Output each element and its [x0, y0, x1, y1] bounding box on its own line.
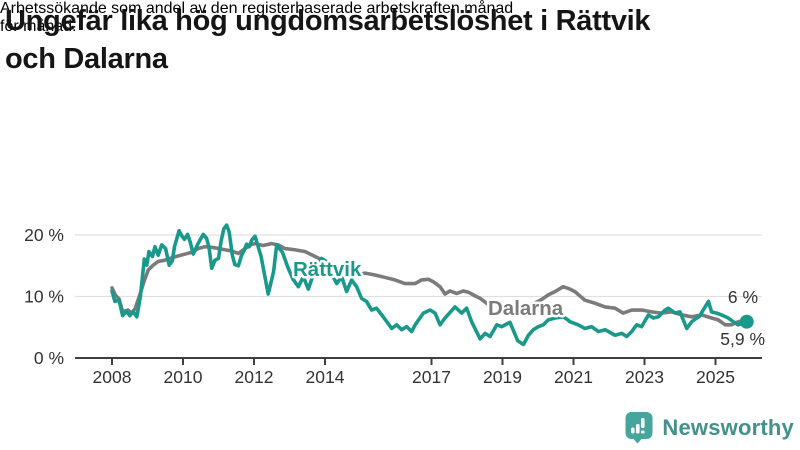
y-tick-label: 0 % [34, 348, 64, 368]
series-label-dalarna: Dalarna [488, 297, 564, 320]
y-tick-label: 20 % [24, 225, 64, 245]
x-tick-label: 2012 [235, 367, 274, 387]
series-label-rättvik: Rättvik [293, 258, 362, 281]
newsworthy-logo-text: Newsworthy [662, 414, 794, 440]
x-tick-label: 2023 [625, 367, 664, 387]
x-tick-label: 2017 [412, 367, 451, 387]
title-line-1: Ungefär lika hög ungdomsarbetslöshet i R… [5, 5, 651, 37]
end-value-label-rättvik: 5,9 % [720, 329, 765, 349]
series-end-dot-rättvik [739, 314, 754, 329]
series-line-dalarna [110, 241, 747, 327]
y-tick-label: 10 % [24, 287, 64, 307]
title-line-2: och Dalarna [5, 43, 168, 75]
newsworthy-logo-icon [624, 411, 654, 444]
end-value-label-dalarna: 6 % [728, 287, 758, 307]
x-tick-label: 2021 [554, 367, 593, 387]
page-title: Ungefär lika hög ungdomsarbetslöshet i R… [5, 2, 797, 78]
x-tick-label: 2019 [483, 367, 522, 387]
series-line-rättvik [110, 223, 749, 347]
footer-brand: Newsworthy [624, 411, 794, 444]
subtitle-line-2: för månad. [0, 18, 77, 35]
x-tick-label: 2025 [696, 367, 735, 387]
x-tick-label: 2008 [93, 367, 132, 387]
x-tick-label: 2010 [164, 367, 203, 387]
subtitle-line-1: Arbetssökande som andel av den registerb… [0, 0, 514, 17]
x-tick-label: 2014 [306, 367, 345, 387]
